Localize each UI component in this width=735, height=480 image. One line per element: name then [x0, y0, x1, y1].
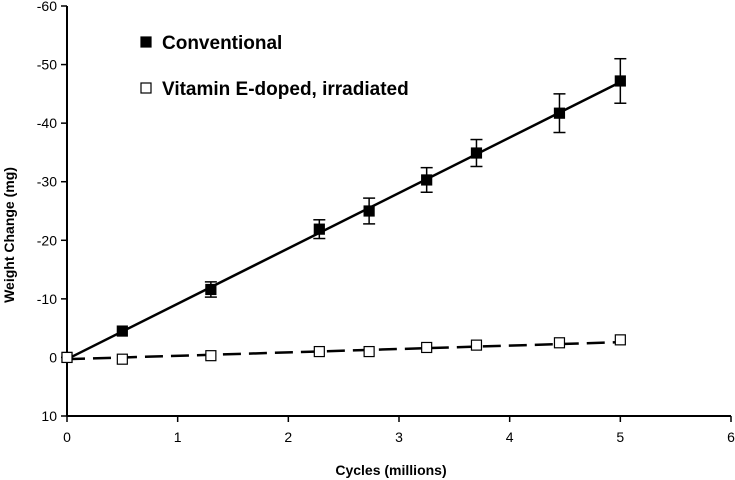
chart-axes: 10 0 -10 -20 -30 -40 -50 -60 0 1 2 3 4 5 6	[37, 0, 735, 445]
y-tick-label: -10	[37, 291, 57, 307]
data-point	[614, 75, 626, 87]
data-point	[614, 334, 626, 346]
trend-line	[66, 81, 621, 361]
data-point	[421, 341, 433, 354]
data-point	[116, 353, 128, 365]
y-tick-label: -20	[37, 232, 57, 248]
data-point	[363, 205, 375, 217]
legend-label: Vitamin E-doped, irradiated	[162, 79, 409, 100]
y-tick-label: -60	[37, 0, 57, 14]
data-point	[116, 325, 128, 337]
x-tick-label: 6	[727, 429, 735, 445]
y-tick-label: 0	[49, 349, 57, 365]
data-point	[553, 337, 566, 349]
legend-marker	[140, 36, 152, 48]
x-tick-label: 1	[174, 429, 182, 445]
data-point	[205, 283, 217, 296]
series-vitamin-e-doped	[61, 334, 626, 365]
y-tick-label: 10	[41, 408, 57, 424]
x-tick-label: 4	[506, 429, 514, 445]
legend-label: Conventional	[162, 33, 282, 54]
x-tick-label: 3	[395, 429, 403, 445]
y-axis-title: Weight Change (mg)	[1, 167, 17, 303]
y-tick-label: -50	[37, 57, 57, 73]
trend-line	[66, 340, 621, 361]
data-point	[553, 107, 566, 119]
data-point	[61, 351, 73, 364]
data-point	[421, 174, 433, 186]
data-point	[363, 345, 375, 358]
data-point	[470, 339, 483, 351]
x-tick-label: 2	[284, 429, 292, 445]
y-tick-label: -40	[37, 115, 57, 131]
chart-legend: Conventional Vitamin E-doped, irradiated	[140, 33, 409, 100]
series-conventional	[61, 57, 627, 364]
chart-series	[61, 57, 627, 365]
data-point	[470, 147, 483, 159]
data-point	[313, 223, 325, 235]
data-point	[313, 345, 325, 358]
legend-marker	[140, 82, 152, 94]
data-point	[205, 350, 217, 362]
x-tick-label: 5	[616, 429, 624, 445]
y-tick-label: -30	[37, 174, 57, 190]
x-tick-label: 0	[63, 429, 71, 445]
x-axis-title: Cycles (millions)	[335, 462, 446, 478]
